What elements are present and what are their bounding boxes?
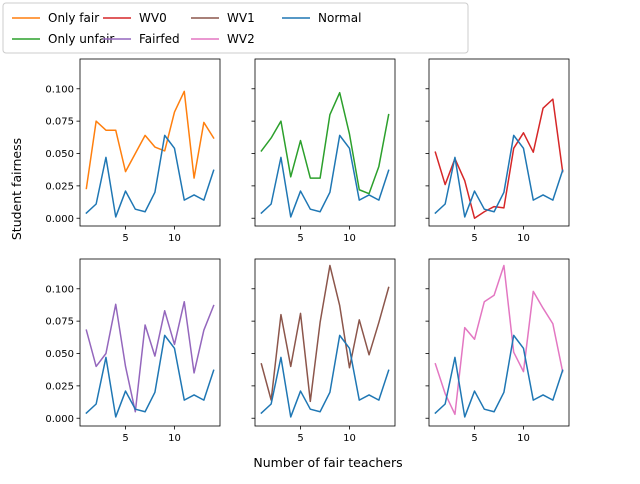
series-line-only-fair <box>85 90 215 190</box>
legend-frame <box>2 2 469 54</box>
legend-item: WV1 <box>191 11 255 25</box>
axes-frame <box>428 258 570 427</box>
x-tick-label: 5 <box>122 433 128 444</box>
legend-label: WV2 <box>227 32 255 46</box>
legend-label: Only fair <box>48 11 99 25</box>
legend-label: Fairfed <box>139 32 180 46</box>
x-tick-label: 5 <box>297 433 303 444</box>
legend: Only fair Only unfair WV0 Fairfed WV1 WV2 Norm… <box>2 2 469 54</box>
legend-item: Normal <box>282 11 361 25</box>
x-tick-label: 10 <box>343 233 356 244</box>
y-tick-label: 0.075 <box>45 317 74 328</box>
y-tick-label: 0.100 <box>45 84 74 95</box>
series-line-normal <box>260 334 390 418</box>
series-line-normal <box>85 334 215 418</box>
x-tick-label: 5 <box>122 233 128 244</box>
y-tick-label: 0.000 <box>45 414 74 425</box>
series-line-fairfed <box>85 300 215 413</box>
legend-label: Normal <box>318 11 361 25</box>
series-line-normal <box>85 134 215 218</box>
subplot-1: 5 10 0.000 0.025 0.050 0.075 0.100 <box>45 58 221 244</box>
x-tick-label: 10 <box>168 233 181 244</box>
y-tick-label: 0.025 <box>45 381 74 392</box>
series-line-wv2 <box>434 264 564 416</box>
x-tick-label: 5 <box>297 233 303 244</box>
series-line-normal <box>260 134 390 218</box>
series-line-normal <box>434 134 564 218</box>
y-tick-label: 0.100 <box>45 284 74 295</box>
x-tick-label: 10 <box>517 233 530 244</box>
subplot-6: 5 10 <box>425 258 570 444</box>
axes-frame <box>254 58 396 227</box>
axes-frame <box>428 58 570 227</box>
subplot-2: 5 10 <box>251 58 396 244</box>
subplot-4: 5 10 0.000 0.025 0.050 0.075 0.100 <box>45 258 221 444</box>
legend-label: WV0 <box>139 11 167 25</box>
x-tick-label: 10 <box>517 433 530 444</box>
x-tick-label: 10 <box>168 433 181 444</box>
x-tick-label: 5 <box>471 233 477 244</box>
legend-item: Only unfair <box>12 32 114 46</box>
y-tick-label: 0.075 <box>45 117 74 128</box>
axes-frame <box>254 258 396 427</box>
legend-item: WV0 <box>103 11 167 25</box>
series-line-only-unfair <box>260 91 390 195</box>
legend-label: WV1 <box>227 11 255 25</box>
y-axis-label: Student fairness <box>9 138 24 240</box>
axes-frame <box>79 58 221 227</box>
legend-item: Only fair <box>12 11 99 25</box>
series-line-wv0 <box>434 98 564 219</box>
y-tick-label: 0.025 <box>45 181 74 192</box>
legend-item: WV2 <box>191 32 255 46</box>
y-tick-label: 0.050 <box>45 149 74 160</box>
legend-item: Fairfed <box>103 32 180 46</box>
x-tick-label: 10 <box>343 433 356 444</box>
subplots-grid: 5 10 0.000 0.025 0.050 0.075 0.100 5 10 5 10 5 10 0.0… <box>45 58 570 444</box>
series-line-wv1 <box>260 264 390 403</box>
x-axis-label: Number of fair teachers <box>253 455 402 470</box>
legend-label: Only unfair <box>48 32 114 46</box>
x-tick-label: 5 <box>471 433 477 444</box>
y-tick-label: 0.050 <box>45 349 74 360</box>
axes-frame <box>79 258 221 427</box>
subplot-5: 5 10 <box>251 258 396 444</box>
series-line-normal <box>434 334 564 418</box>
y-tick-label: 0.000 <box>45 214 74 225</box>
subplot-3: 5 10 <box>425 58 570 244</box>
